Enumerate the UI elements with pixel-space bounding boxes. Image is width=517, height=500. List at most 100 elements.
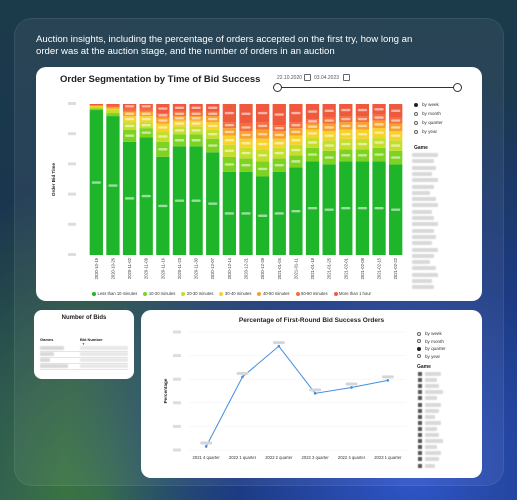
slider-start-handle[interactable] — [273, 83, 282, 92]
radio-label: by week — [422, 102, 439, 107]
filter-item[interactable] — [425, 457, 439, 462]
data-label — [158, 107, 168, 110]
filter-item[interactable] — [425, 372, 441, 376]
filter-checkbox[interactable] — [418, 414, 422, 419]
legend-item[interactable]: 20-30 minutes — [181, 291, 213, 296]
filter-item[interactable] — [425, 402, 441, 407]
date-range-slider[interactable] — [277, 87, 458, 88]
filter-checkbox[interactable] — [418, 396, 422, 401]
radio-button[interactable] — [417, 346, 421, 351]
filter-item[interactable] — [425, 426, 437, 431]
radio-button[interactable] — [414, 102, 418, 107]
data-label — [158, 119, 168, 122]
filter-item[interactable] — [412, 266, 436, 271]
data-label — [257, 167, 268, 171]
table-row[interactable] — [40, 358, 128, 364]
bids-col-number[interactable]: Bid Number — [80, 337, 103, 342]
legend-item[interactable]: 50-60 minutes — [295, 291, 328, 296]
filter-item[interactable] — [412, 222, 438, 227]
filter-item[interactable] — [412, 272, 438, 277]
filter-item[interactable] — [412, 253, 434, 258]
filter-checkbox[interactable] — [418, 426, 422, 431]
filter-item[interactable] — [412, 260, 430, 265]
filter-item[interactable] — [412, 228, 434, 233]
filter-checkbox[interactable] — [418, 463, 422, 468]
filter-item[interactable] — [412, 190, 430, 195]
filter-item[interactable] — [412, 209, 432, 214]
filter-item[interactable] — [412, 197, 436, 202]
radio-button[interactable] — [417, 331, 421, 336]
filter-item[interactable] — [425, 451, 441, 456]
period-option[interactable]: by month — [417, 339, 444, 344]
legend-item[interactable]: 40-50 minutes — [257, 291, 290, 296]
slider-end-handle[interactable] — [453, 83, 462, 92]
x-tick-label: 2021-02-22 — [393, 257, 398, 279]
period-option[interactable]: by month — [414, 111, 441, 116]
filter-item[interactable] — [412, 285, 434, 290]
filter-item[interactable] — [425, 378, 437, 383]
filter-checkbox[interactable] — [418, 384, 422, 389]
filter-item[interactable] — [425, 439, 443, 444]
filter-item[interactable] — [412, 203, 438, 208]
filter-item[interactable] — [425, 414, 435, 419]
radio-button[interactable] — [414, 129, 418, 134]
filter-item[interactable] — [412, 165, 436, 170]
filter-checkbox[interactable] — [418, 390, 422, 395]
filter-checkbox[interactable] — [418, 372, 422, 376]
period-option[interactable]: by quarter — [417, 346, 446, 351]
radio-button[interactable] — [414, 111, 418, 116]
radio-button[interactable] — [417, 354, 421, 358]
filter-item[interactable] — [412, 279, 432, 283]
filter-item[interactable] — [425, 433, 439, 437]
legend-item[interactable]: 30-40 minutes — [219, 291, 251, 296]
legend-item[interactable]: More than 1 hour — [333, 291, 371, 296]
data-label — [191, 117, 201, 120]
filter-item[interactable] — [425, 408, 439, 413]
filter-item[interactable] — [412, 234, 436, 239]
filter-item[interactable] — [412, 184, 434, 189]
period-option[interactable]: by week — [417, 331, 442, 336]
filter-item[interactable] — [425, 420, 441, 425]
bids-col-game[interactable]: Games — [40, 337, 54, 342]
filter-checkbox[interactable] — [418, 433, 422, 437]
data-label — [200, 441, 213, 445]
sort-down-icon[interactable]: ▼ — [82, 342, 85, 346]
data-label — [241, 126, 251, 129]
filter-checkbox[interactable] — [418, 451, 422, 456]
date-from[interactable]: 22.10.2020 — [277, 75, 303, 81]
filter-checkbox[interactable] — [418, 445, 422, 450]
filter-item[interactable] — [412, 159, 434, 164]
filter-item[interactable] — [412, 178, 438, 183]
calendar-icon[interactable] — [304, 74, 311, 81]
filter-item[interactable] — [412, 216, 434, 220]
filter-checkbox[interactable] — [418, 378, 422, 383]
filter-item[interactable] — [412, 171, 432, 176]
period-option[interactable]: by year — [414, 129, 437, 134]
radio-button[interactable] — [417, 339, 421, 343]
filter-item[interactable] — [425, 445, 437, 450]
period-option[interactable]: by year — [417, 354, 440, 359]
filter-checkbox[interactable] — [418, 457, 422, 462]
period-option[interactable]: by week — [414, 102, 439, 107]
filter-item[interactable] — [412, 241, 432, 246]
filter-item[interactable] — [425, 396, 437, 401]
table-row[interactable] — [40, 346, 128, 352]
radio-button[interactable] — [414, 120, 418, 125]
filter-item[interactable] — [425, 390, 443, 395]
table-row[interactable] — [40, 352, 128, 358]
filter-checkbox[interactable] — [418, 420, 422, 425]
filter-item[interactable] — [425, 463, 435, 468]
legend-item[interactable]: Less than 10 minutes — [92, 291, 137, 296]
filter-checkbox[interactable] — [418, 408, 422, 413]
page-headline: Auction insights, including the percenta… — [36, 34, 413, 58]
filter-checkbox[interactable] — [418, 439, 422, 444]
legend-item[interactable]: 10-20 minutes — [143, 291, 175, 296]
date-to[interactable]: 03.04.2023 — [314, 75, 340, 81]
filter-item[interactable] — [412, 247, 438, 252]
table-row[interactable] — [40, 364, 128, 370]
filter-checkbox[interactable] — [418, 402, 422, 407]
calendar-icon[interactable] — [343, 74, 350, 81]
filter-item[interactable] — [425, 384, 439, 389]
filter-item[interactable] — [412, 153, 438, 157]
period-option[interactable]: by quarter — [414, 120, 443, 125]
